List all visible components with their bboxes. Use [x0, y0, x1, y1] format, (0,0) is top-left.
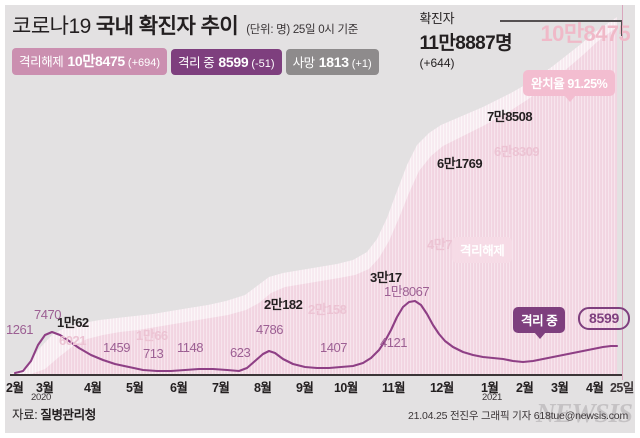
year-2021: 2021 — [482, 392, 502, 403]
frame-bottom — [0, 433, 640, 438]
badge-deaths-delta: (+1) — [351, 57, 372, 70]
label-released-6021: 6021 — [59, 333, 86, 348]
page-title: 코로나19 국내 확진자 추이 (단위: 명) 25일 0시 기준 — [12, 10, 383, 40]
label-active-1459: 1459 — [103, 340, 130, 355]
header: 코로나19 국내 확진자 추이 (단위: 명) 25일 0시 기준 격리해제 1… — [12, 10, 383, 75]
confirmed-label: 확진자 — [419, 11, 455, 26]
date-marker-line — [622, 5, 623, 380]
cure-rate-label: 완치율 91.25% — [531, 77, 608, 91]
xtick-0: 2월 — [6, 381, 24, 395]
xtick-4: 6월 — [170, 381, 188, 395]
bracket-end-tick — [620, 20, 622, 36]
label-confirmed-78508-text: 7만8508 — [487, 109, 533, 124]
confirmed-value: 11만8887명 — [419, 33, 512, 54]
active-value-pill: 8599 — [578, 307, 630, 330]
confirmed-leader-bracket — [500, 20, 622, 38]
chart-svg — [10, 17, 619, 375]
frame-right — [635, 0, 640, 438]
badge-released-delta: (+694) — [127, 57, 161, 69]
cure-tag-arrow — [564, 95, 577, 102]
label-active-4786: 4786 — [256, 322, 283, 337]
badge-active-value: 8599 — [218, 53, 249, 70]
label-active-4121: 4121 — [380, 335, 407, 350]
badge-released-value: 10만8475 — [67, 53, 125, 69]
active-tag-arrow — [534, 332, 547, 339]
label-released-68309-text: 6만8309 — [494, 144, 540, 159]
label-released-68309: 6만8309 — [494, 144, 540, 159]
chart-area — [5, 5, 635, 380]
badge-released: 격리해제 10만8475 (+694) — [12, 48, 168, 75]
xtick-12: 2월 — [516, 381, 534, 395]
badge-deaths: 사망 1813 (+1) — [285, 48, 379, 75]
xtick-8: 10월 — [334, 381, 358, 395]
label-active-18067: 1만8067 — [384, 284, 430, 299]
released-total-overlay: 10만8475 — [540, 21, 631, 46]
badge-deaths-label: 사망 — [292, 55, 316, 70]
xtick-10: 12월 — [430, 381, 454, 395]
label-released-20158: 2만158 — [308, 302, 347, 317]
label-confirmed-20182: 2만182 — [264, 297, 303, 312]
xtick-2: 4월 — [84, 381, 102, 395]
label-confirmed-30017: 3만17 — [370, 270, 402, 285]
label-confirmed-61769-text: 6만1769 — [437, 156, 483, 171]
xtick-7: 9월 — [296, 381, 314, 395]
badge-active: 격리 중 8599 (-51) — [171, 48, 282, 75]
xtick-6: 8월 — [254, 381, 272, 395]
xtick-9: 11월 — [382, 381, 406, 395]
year-2020: 2020 — [31, 392, 51, 403]
xtick-15: 25일 — [610, 381, 634, 395]
label-confirmed-78508: 7만8508 — [487, 109, 533, 124]
xtick-13: 3월 — [551, 381, 569, 395]
xtick-1: 3월 — [36, 381, 54, 395]
credit-line: 21.04.25 전진우 그래픽 기자 618tue@newsis.com — [407, 410, 628, 422]
active-cases-line — [13, 299, 619, 375]
label-active-1261: 1261 — [6, 322, 33, 337]
source-prefix: 자료: — [12, 408, 38, 422]
frame-left — [0, 0, 5, 438]
source-note: 자료: 질병관리청 — [12, 404, 96, 423]
badge-deaths-value: 1813 — [318, 53, 349, 70]
badge-active-label: 격리 중 — [178, 55, 215, 70]
xtick-5: 7월 — [212, 381, 230, 395]
xtick-11: 1월 — [481, 381, 499, 395]
confirmed-total-block: 확진자 11만8887명 (+644) — [419, 8, 512, 70]
label-confirmed-10062: 1만62 — [57, 315, 89, 330]
label-active-7470: 7470 — [34, 307, 61, 322]
released-tag: 격리해제 — [452, 237, 513, 263]
badge-released-label: 격리해제 — [19, 55, 64, 69]
label-active-623: 623 — [230, 345, 251, 360]
label-released-20158-text: 2만158 — [308, 302, 347, 317]
frame-top — [0, 0, 640, 5]
confirmed-delta: (+644) — [419, 56, 455, 70]
label-confirmed-61769: 6만1769 — [437, 156, 483, 171]
badge-active-delta: (-51) — [251, 57, 275, 70]
xtick-14: 4월 — [586, 381, 604, 395]
xtick-3: 5월 — [126, 381, 144, 395]
x-axis-line — [10, 374, 622, 376]
cure-rate-tag: 완치율 91.25% — [523, 70, 616, 102]
label-released-10066: 1만66 — [136, 328, 168, 343]
active-tag: 격리 중 — [513, 307, 566, 339]
unit-note: (단위: 명) 25일 0시 기준 — [246, 24, 359, 36]
title-bold: 국내 확진자 추이 — [95, 15, 239, 38]
title-light: 코로나19 — [12, 15, 91, 38]
released-area-stripes — [10, 27, 617, 374]
newsis-watermark: NEWSIS — [535, 398, 633, 428]
label-active-713: 713 — [143, 346, 164, 361]
label-active-1407: 1407 — [320, 340, 347, 355]
source-name: 질병관리청 — [40, 408, 96, 422]
bracket-horizontal-line — [500, 20, 622, 22]
summary-badges: 격리해제 10만8475 (+694) 격리 중 8599 (-51) 사망 1… — [12, 48, 383, 75]
active-tag-label: 격리 중 — [521, 314, 558, 328]
released-tag-label: 격리해제 — [460, 244, 505, 258]
label-active-1148: 1148 — [177, 340, 203, 355]
